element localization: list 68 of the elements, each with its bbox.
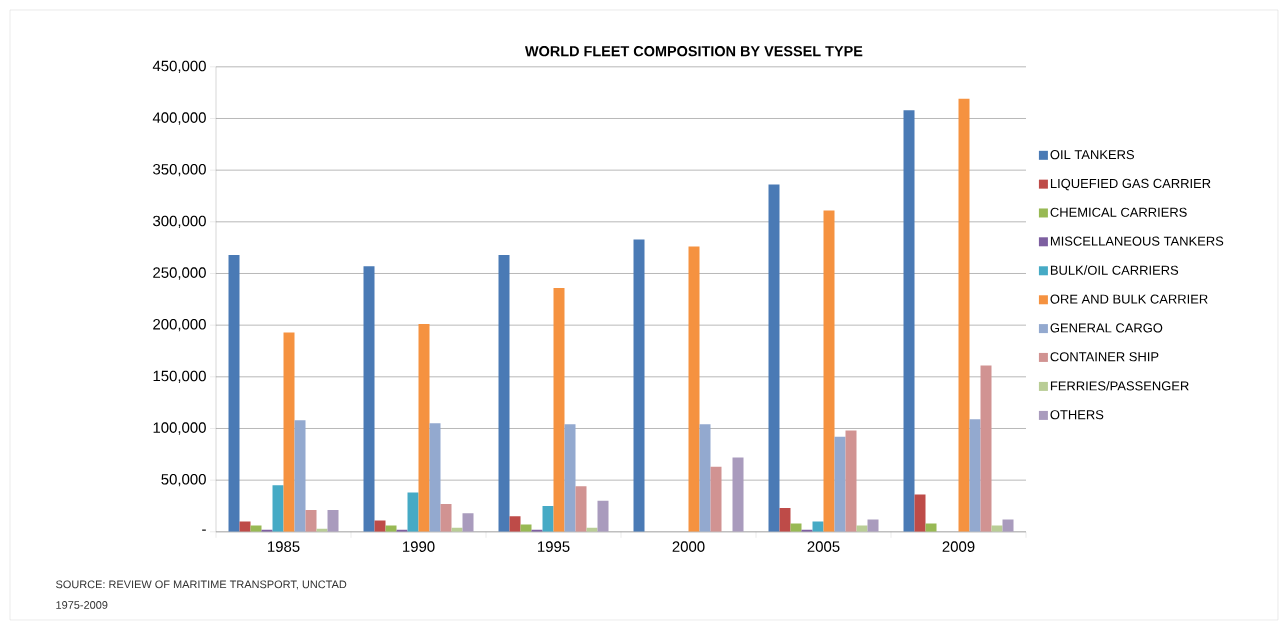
bar xyxy=(699,424,711,532)
x-tick-label: 1995 xyxy=(538,541,570,552)
bar xyxy=(553,287,565,532)
y-tick-label: 50,000 xyxy=(161,473,206,487)
bar xyxy=(958,98,970,532)
bar xyxy=(597,500,609,532)
bar xyxy=(509,516,521,532)
legend-label: OTHERS xyxy=(1050,410,1104,420)
y-tick-label: 450,000 xyxy=(152,60,206,73)
bar xyxy=(542,505,554,532)
x-tick-label: 1985 xyxy=(268,541,300,552)
x-tick-label: 2000 xyxy=(672,541,705,552)
bar xyxy=(779,508,791,532)
bar xyxy=(710,466,722,532)
legend-label: BULK/OIL CARRIERS xyxy=(1050,265,1179,275)
y-tick-label: - xyxy=(202,529,206,531)
bar xyxy=(429,423,441,532)
bar xyxy=(732,457,744,532)
bar xyxy=(294,420,306,532)
bar xyxy=(418,324,430,532)
bar xyxy=(239,521,251,532)
legend-label: CHEMICAL CARRIERS xyxy=(1050,207,1187,217)
legend-label: ORE AND BULK CARRIER xyxy=(1050,294,1208,304)
bar xyxy=(1002,519,1014,532)
bar xyxy=(575,486,587,532)
bar xyxy=(812,521,824,532)
legend-label: GENERAL CARGO xyxy=(1050,323,1163,333)
bar xyxy=(688,246,700,532)
legend-label: CONTAINER SHIP xyxy=(1050,352,1159,362)
bar xyxy=(305,510,317,532)
x-tick-label: 1990 xyxy=(403,541,435,552)
source-note: SOURCE: REVIEW OF MARITIME TRANSPORT, UNCTAD xyxy=(56,580,347,590)
bar xyxy=(374,520,386,532)
chart-title: WORLD FLEET COMPOSITION BY VESSEL TYPE xyxy=(524,46,863,57)
legend-label: FERRIES/PASSENGER xyxy=(1050,380,1189,391)
y-tick-label: 200,000 xyxy=(153,318,206,332)
bar xyxy=(969,419,981,532)
bar xyxy=(498,254,510,532)
bar xyxy=(823,210,835,532)
legend-label: MISCELLANEOUS TANKERS xyxy=(1050,236,1224,246)
bar xyxy=(633,239,645,532)
y-tick-label: 400,000 xyxy=(152,112,206,125)
bar xyxy=(407,492,419,532)
y-tick-label: 350,000 xyxy=(153,163,206,177)
bar xyxy=(867,519,879,532)
x-tick-label: 2009 xyxy=(942,541,975,552)
bar xyxy=(462,513,474,532)
y-tick-label: 150,000 xyxy=(153,370,206,383)
legend-label: OIL TANKERS xyxy=(1050,150,1134,160)
bar xyxy=(440,503,452,532)
bar xyxy=(283,332,295,532)
bar xyxy=(228,254,240,532)
bar xyxy=(564,424,576,532)
bar xyxy=(327,510,339,532)
legend-label: LIQUEFIED GAS CARRIER xyxy=(1050,178,1211,191)
text: 1975-2009 xyxy=(56,601,108,609)
bar xyxy=(834,436,846,532)
bar xyxy=(845,430,857,532)
y-tick-label: 100,000 xyxy=(153,422,206,435)
y-tick-label: 300,000 xyxy=(153,215,206,228)
y-tick-label: 250,000 xyxy=(153,267,206,280)
bar xyxy=(272,485,284,532)
bar xyxy=(980,365,992,532)
bar xyxy=(903,110,915,532)
bar xyxy=(768,184,780,532)
bar xyxy=(914,494,926,532)
x-tick-label: 2005 xyxy=(807,541,840,552)
bar xyxy=(363,266,375,532)
